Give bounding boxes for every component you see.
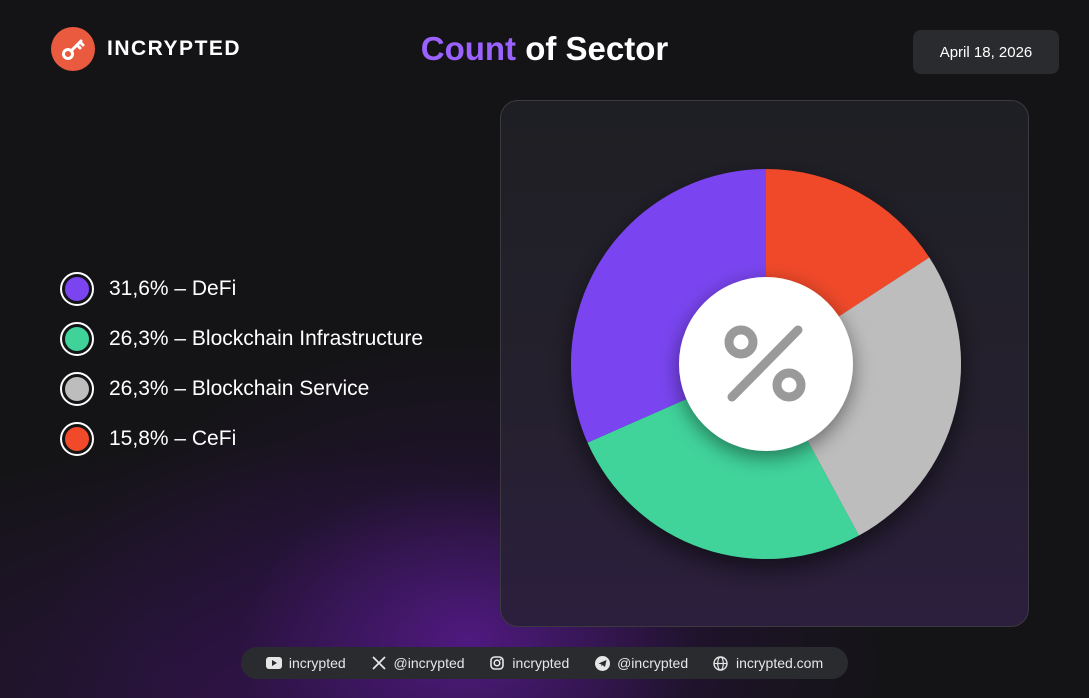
chart-legend: 31,6% – DeFi 26,3% – Blockchain Infrastr… — [60, 272, 423, 472]
social-label: incrypted.com — [735, 655, 824, 671]
legend-swatch — [60, 422, 94, 456]
social-website[interactable]: incrypted.com — [713, 655, 823, 671]
legend-item-defi: 31,6% – DeFi — [60, 272, 423, 306]
key-icon — [51, 27, 95, 71]
telegram-icon — [594, 655, 610, 671]
social-x[interactable]: @incrypted — [371, 655, 465, 671]
social-instagram[interactable]: incrypted — [489, 655, 569, 671]
globe-icon — [713, 655, 729, 671]
social-label: @incrypted — [393, 655, 465, 671]
legend-label: 26,3% – Blockchain Infrastructure — [109, 327, 423, 350]
percent-icon — [724, 325, 806, 402]
social-telegram[interactable]: @incrypted — [594, 655, 688, 671]
youtube-icon — [265, 655, 282, 671]
chart-card — [500, 100, 1029, 627]
legend-swatch — [60, 322, 94, 356]
legend-item-blockchain-service: 26,3% – Blockchain Service — [60, 372, 423, 406]
donut-chart — [571, 169, 962, 560]
legend-swatch — [60, 272, 94, 306]
brand-logo: INCRYPTED — [51, 27, 241, 71]
social-youtube[interactable]: incrypted — [265, 655, 346, 671]
brand-name: INCRYPTED — [107, 37, 242, 60]
pie-slice-blockchain-service — [766, 257, 962, 536]
legend-swatch — [60, 372, 94, 406]
instagram-icon — [489, 655, 505, 671]
title-accent: Count — [420, 30, 517, 67]
legend-item-cefi: 15,8% – CeFi — [60, 422, 423, 456]
x-icon — [371, 655, 387, 671]
social-label: incrypted — [512, 655, 570, 671]
social-footer: incrypted @incrypted incrypted @incrypte… — [241, 647, 848, 679]
social-label: @incrypted — [617, 655, 689, 671]
date-badge: April 18, 2026 — [913, 30, 1059, 74]
title-rest: of Sector — [516, 30, 669, 67]
page-title: Count of Sector — [0, 30, 1089, 68]
legend-label: 15,8% – CeFi — [109, 427, 237, 450]
legend-label: 31,6% – DeFi — [109, 277, 237, 300]
legend-label: 26,3% – Blockchain Service — [109, 377, 370, 400]
legend-item-blockchain-infrastructure: 26,3% – Blockchain Infrastructure — [60, 322, 423, 356]
social-label: incrypted — [288, 655, 346, 671]
